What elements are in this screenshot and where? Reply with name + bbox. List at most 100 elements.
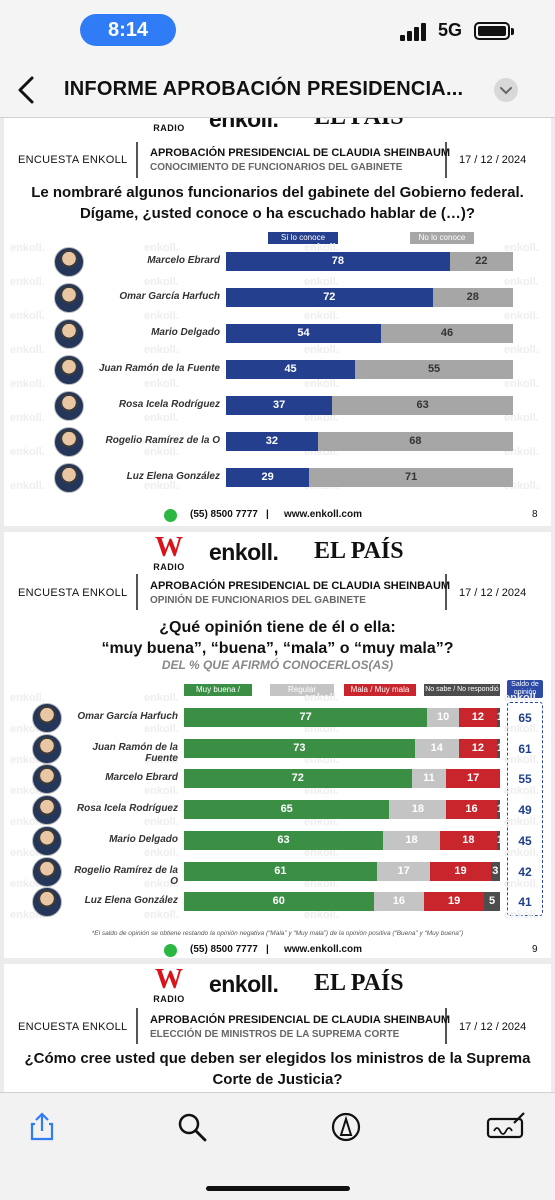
- bar-mala-muy-mala: 17: [446, 769, 500, 789]
- watermark-text: enkoll.: [144, 878, 179, 890]
- official-name: Luz Elena González: [126, 471, 220, 482]
- watermark-text: enkoll.: [10, 412, 45, 424]
- avatar-luz-elena-gonzalez: [54, 463, 84, 493]
- official-name: Mario Delgado: [109, 833, 178, 845]
- bar-si-lo-conoce: 32: [226, 432, 318, 451]
- watermark-text: enkoll.: [304, 242, 339, 254]
- el-pais-logo: EL PAÍS: [314, 538, 404, 564]
- slide-logos: W RADIO enkoll. EL PAÍS: [4, 532, 551, 573]
- bar-mala-muy-mala: 19: [430, 861, 491, 881]
- watermark-text: enkoll.: [304, 378, 339, 390]
- watermark-text: enkoll.: [304, 847, 339, 859]
- saldo-box: [507, 702, 543, 916]
- saldo-value: 61: [518, 741, 532, 756]
- official-name: Marcelo Ebrard: [147, 255, 220, 266]
- bar-muy-buena-buena: 65: [184, 800, 390, 820]
- bar-si-lo-conoce: 37: [226, 396, 333, 415]
- watermark-text: enkoll.: [10, 692, 45, 704]
- bar-regular: 14: [414, 738, 459, 758]
- watermark-text: enkoll.: [144, 785, 179, 797]
- markup-icon[interactable]: [330, 1111, 362, 1143]
- watermark-text: enkoll.: [144, 378, 179, 390]
- slide-logos: RADIO enkoll. EL PAÍS: [4, 118, 551, 152]
- slide-subtitle: CONOCIMIENTO DE FUNCIONARIOS DEL GABINET…: [150, 162, 403, 173]
- bar-no-sabe-no-respondio: 1: [496, 830, 500, 850]
- share-icon[interactable]: [26, 1111, 58, 1143]
- bar-si-lo-conoce: 78: [226, 252, 450, 271]
- watermark-text: enkoll.: [10, 480, 45, 492]
- slide-date: 17 / 12 / 2024: [459, 154, 527, 166]
- watermark-text: enkoll.: [144, 310, 179, 322]
- saldo-value: 55: [518, 772, 532, 787]
- document-title[interactable]: INFORME APROBACIÓN PRESIDENCIA...: [64, 78, 464, 100]
- watermark-text: enkoll.: [144, 242, 179, 254]
- watermark-text: enkoll.: [304, 878, 339, 890]
- avatar-luz-elena-gonzalez: [32, 887, 62, 918]
- bar-no-lo-conoce: 71: [309, 468, 513, 487]
- watermark-text: enkoll.: [304, 412, 339, 424]
- bar-regular: 16: [373, 892, 425, 912]
- avatar-rosa-icela-rodriguez: [32, 795, 62, 826]
- slide-date: 17 / 12 / 2024: [459, 587, 527, 599]
- avatar-rogelio-ramirez-de-la-o: [32, 856, 62, 887]
- chevron-down-icon[interactable]: [494, 78, 518, 102]
- saldo-value: 49: [518, 803, 532, 818]
- whatsapp-icon: [164, 944, 177, 957]
- watermark-text: enkoll.: [504, 909, 539, 921]
- el-pais-logo: EL PAÍS: [314, 118, 404, 131]
- bottom-toolbar: [0, 1092, 555, 1200]
- bar-no-sabe-no-respondio: 1: [496, 800, 500, 820]
- slide-8: RADIO enkoll. EL PAÍS ENCUESTA ENKOLL AP…: [4, 118, 551, 526]
- slide-9: W RADIO enkoll. EL PAÍS ENCUESTA ENKOLL …: [4, 532, 551, 958]
- watermark-text: enkoll.: [504, 816, 539, 828]
- watermark-text: enkoll.: [144, 480, 179, 492]
- avatar-rosa-icela-rodriguez: [54, 391, 84, 421]
- bar-no-lo-conoce: 28: [432, 288, 513, 307]
- watermark-text: enkoll.: [144, 723, 179, 735]
- official-name: Juan Ramón de la Fuente: [92, 741, 178, 764]
- back-chevron-icon[interactable]: [12, 72, 42, 108]
- official-name: Rosa Icela Rodríguez: [76, 803, 178, 815]
- survey-label: ENCUESTA ENKOLL: [18, 1021, 128, 1033]
- watermark-text: enkoll.: [10, 310, 45, 322]
- watermark-text: enkoll.: [10, 378, 45, 390]
- page-number: 8: [532, 509, 538, 520]
- bar-no-lo-conoce: 22: [449, 252, 513, 271]
- bar-no-sabe-no-respondio: 1: [496, 738, 500, 758]
- saldo-value: 65: [518, 711, 532, 725]
- saldo-value: 41: [518, 895, 532, 910]
- status-bar: 8:14 5G: [0, 0, 555, 62]
- watermark-text: enkoll.: [304, 276, 339, 288]
- bar-regular: 10: [427, 708, 459, 727]
- avatar-mario-delgado: [32, 825, 62, 856]
- legend-no-conoce: No lo conoce: [410, 232, 474, 244]
- footer-separator: |: [266, 944, 269, 955]
- official-name: Omar García Harfuch: [119, 291, 220, 302]
- watermark-text: enkoll.: [10, 344, 45, 356]
- legend-mala: Mala / Muy mala: [344, 684, 416, 696]
- avatar-omar-garcia-harfuch: [54, 283, 84, 313]
- bar-no-sabe-no-respondio: 1: [496, 708, 500, 727]
- search-icon[interactable]: [176, 1111, 208, 1143]
- watermark-text: enkoll.: [10, 242, 45, 254]
- watermark-text: enkoll.: [504, 692, 539, 704]
- watermark-text: enkoll.: [504, 276, 539, 288]
- bar-no-lo-conoce: 55: [355, 360, 513, 379]
- watermark-text: enkoll.: [144, 446, 179, 458]
- bar-mala-muy-mala: 12: [458, 738, 497, 758]
- signature-icon[interactable]: [486, 1111, 526, 1143]
- watermark-text: enkoll.: [504, 242, 539, 254]
- survey-label: ENCUESTA ENKOLL: [18, 154, 128, 166]
- bar-muy-buena-buena: 72: [184, 769, 412, 789]
- watermark-text: enkoll.: [304, 310, 339, 322]
- watermark-text: enkoll.: [504, 878, 539, 890]
- avatar-juan-ramon-de-la-fuente: [54, 355, 84, 385]
- legend-buena: Muy buena / Buena: [184, 684, 252, 706]
- official-name: Rogelio Ramírez de la O: [74, 864, 178, 887]
- slide-question: Le nombraré algunos funcionarios del gab…: [31, 184, 524, 222]
- slide-title: APROBACIÓN PRESIDENCIAL DE CLAUDIA SHEIN…: [150, 147, 451, 159]
- official-name: Marcelo Ebrard: [105, 772, 178, 784]
- slide-subtitle: ELECCIÓN DE MINISTROS DE LA SUPREMA CORT…: [150, 1029, 400, 1040]
- watermark-text: enkoll.: [304, 909, 339, 921]
- watermark-text: enkoll.: [504, 412, 539, 424]
